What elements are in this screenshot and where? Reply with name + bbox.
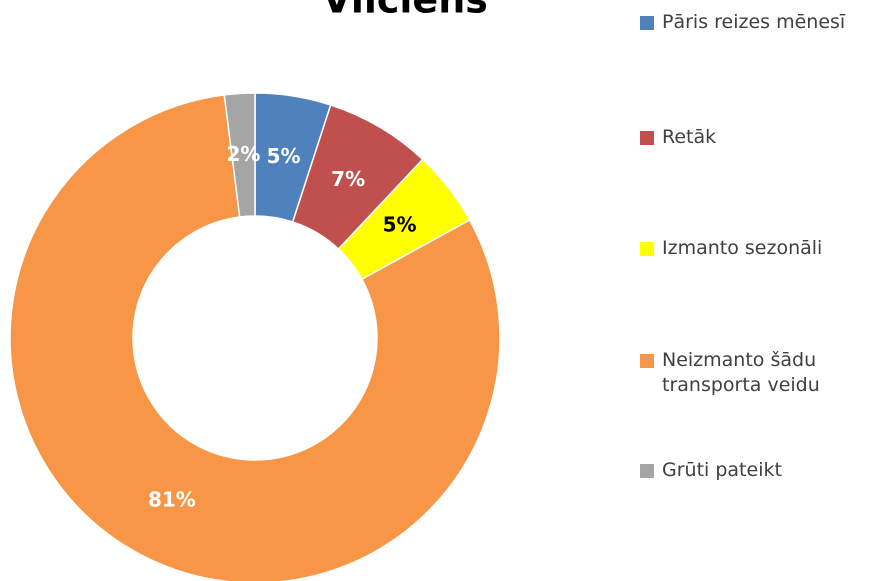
legend-label: Retāk — [662, 126, 717, 148]
donut-slice — [223, 92, 256, 218]
legend-label: Neizmanto šādu transporta veidu — [662, 349, 820, 396]
data-label: 5% — [383, 212, 417, 236]
donut-slice — [9, 94, 501, 581]
data-label: 5% — [267, 144, 301, 168]
chart-title: Vilciens — [322, 0, 488, 22]
legend-swatch — [640, 131, 654, 145]
legend-label: Izmanto sezonāli — [662, 237, 823, 259]
data-label: 2% — [227, 142, 261, 166]
legend-label: Pāris reizes mēnesī — [662, 11, 846, 33]
data-label: 81% — [148, 488, 196, 512]
legend-label: Grūti pateikt — [662, 459, 782, 481]
data-label: 7% — [331, 167, 365, 191]
legend-swatch — [640, 242, 654, 256]
legend-swatch — [640, 354, 654, 368]
legend-swatch — [640, 464, 654, 478]
legend-swatch — [640, 16, 654, 30]
